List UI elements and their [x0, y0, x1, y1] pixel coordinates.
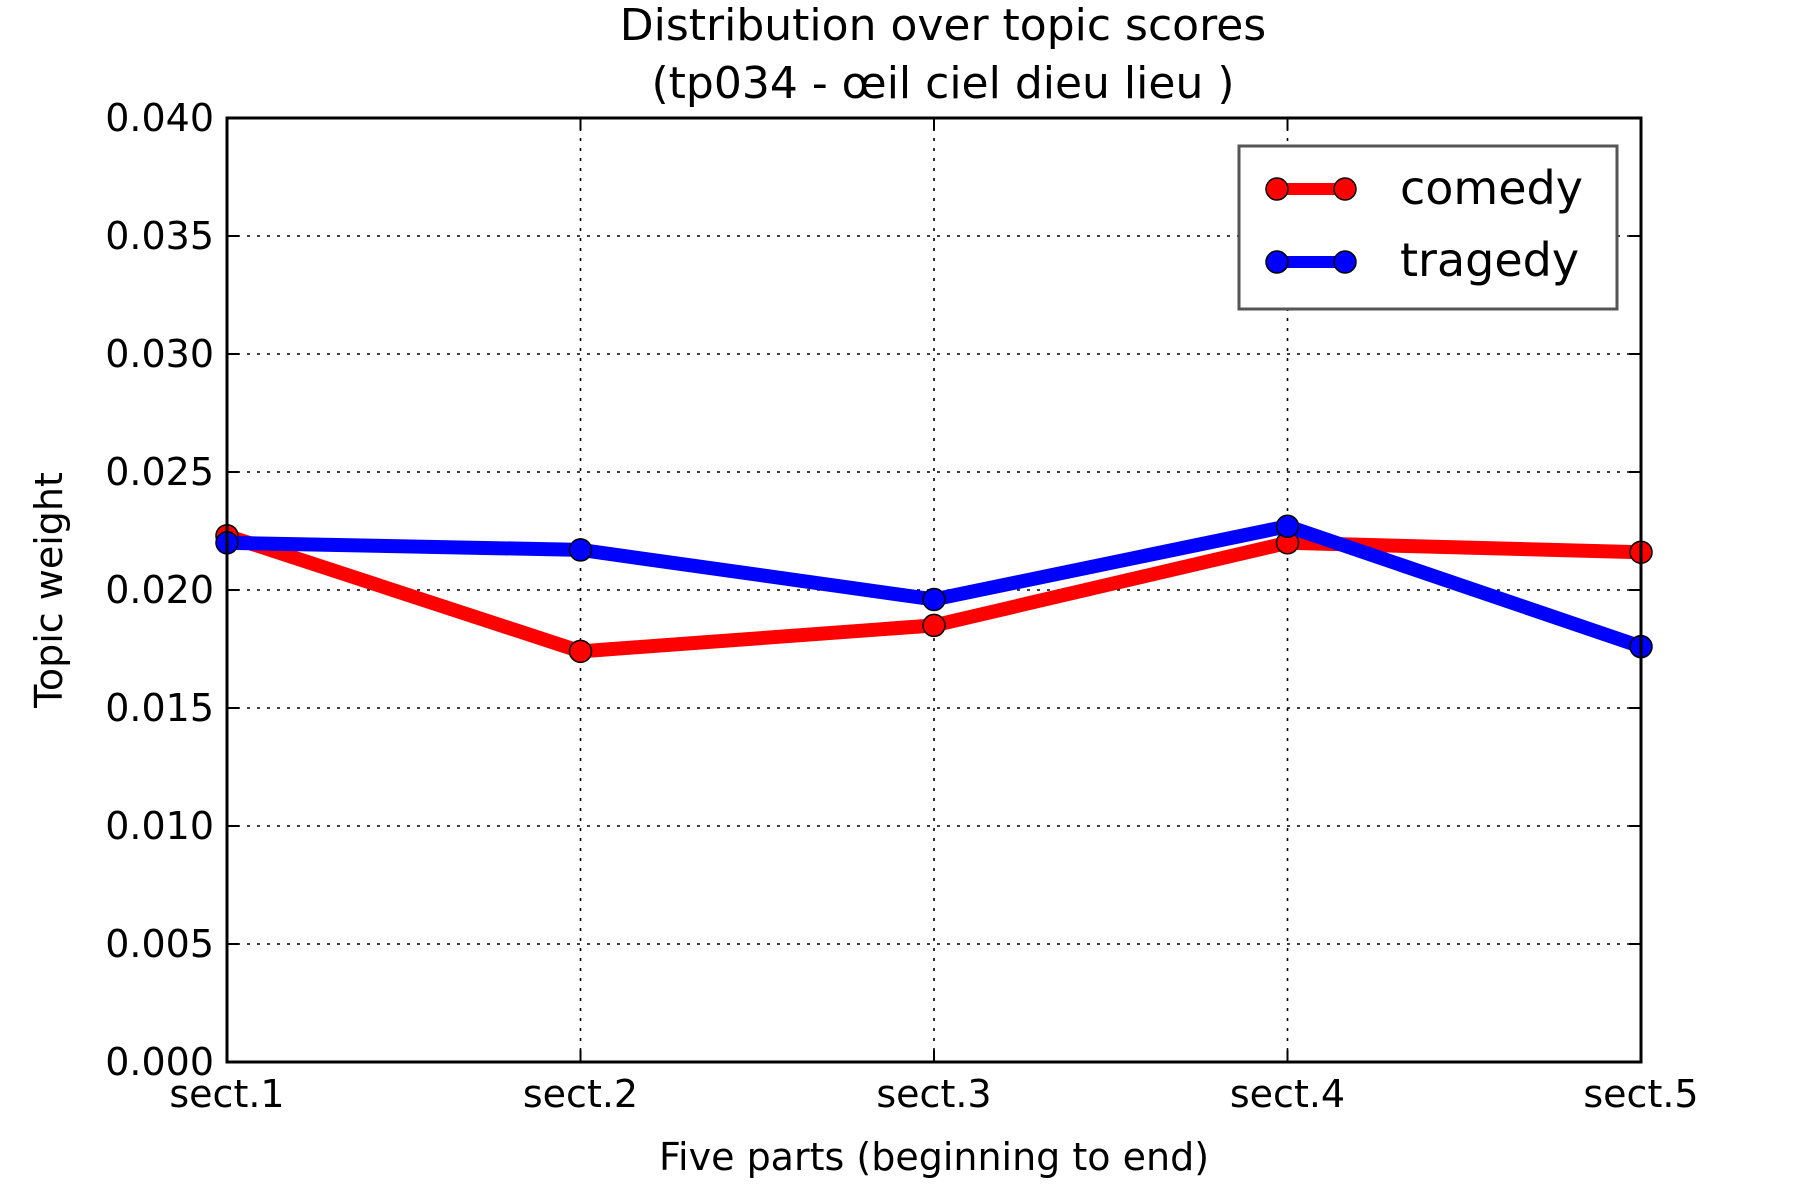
data-point-tragedy: [568, 538, 593, 562]
y-tick-label: 0.015: [105, 686, 214, 730]
x-tick-label: sect.4: [1230, 1072, 1345, 1116]
legend-label-comedy: comedy: [1400, 161, 1583, 215]
y-tick-label: 0.025: [105, 450, 214, 494]
chart-title-line1: Distribution over topic scores: [620, 0, 1266, 51]
legend-marker-comedy-start: [1265, 177, 1289, 201]
data-point-comedy: [568, 639, 593, 664]
x-tick-label: sect.2: [523, 1072, 638, 1116]
legend-label-tragedy: tragedy: [1400, 233, 1579, 287]
y-tick-label: 0.020: [105, 568, 214, 612]
legend-marker-tragedy-end: [1333, 250, 1357, 274]
data-point-tragedy: [922, 587, 946, 612]
legend-marker-tragedy-start: [1265, 250, 1289, 274]
chart-title-line2: (tp034 - œil ciel dieu lieu ): [652, 58, 1235, 109]
legend-marker-comedy-end: [1333, 177, 1357, 201]
y-tick-label: 0.005: [105, 922, 214, 966]
y-tick-label: 0.040: [105, 96, 214, 140]
y-tick-label: 0.010: [105, 804, 214, 848]
y-tick-label: 0.035: [105, 214, 214, 258]
x-axis-label: Five parts (beginning to end): [659, 1135, 1209, 1179]
data-point-tragedy: [1275, 514, 1300, 539]
legend-box: [1237, 144, 1619, 311]
y-tick-label: 0.030: [105, 332, 214, 376]
x-tick-label: sect.3: [876, 1072, 991, 1116]
x-tick-label: sect.5: [1583, 1072, 1698, 1116]
x-tick-label: sect.1: [169, 1072, 284, 1116]
legend: comedy tragedy: [1237, 144, 1619, 311]
y-axis-label: Topic weight: [27, 472, 71, 709]
y-tick-label: 0.000: [105, 1040, 214, 1084]
data-point-comedy: [922, 613, 946, 638]
axis-ticks: 0.000 0.005 0.010 0.015 0.020 0.025 0.030 0.035…: [105, 96, 1698, 1116]
